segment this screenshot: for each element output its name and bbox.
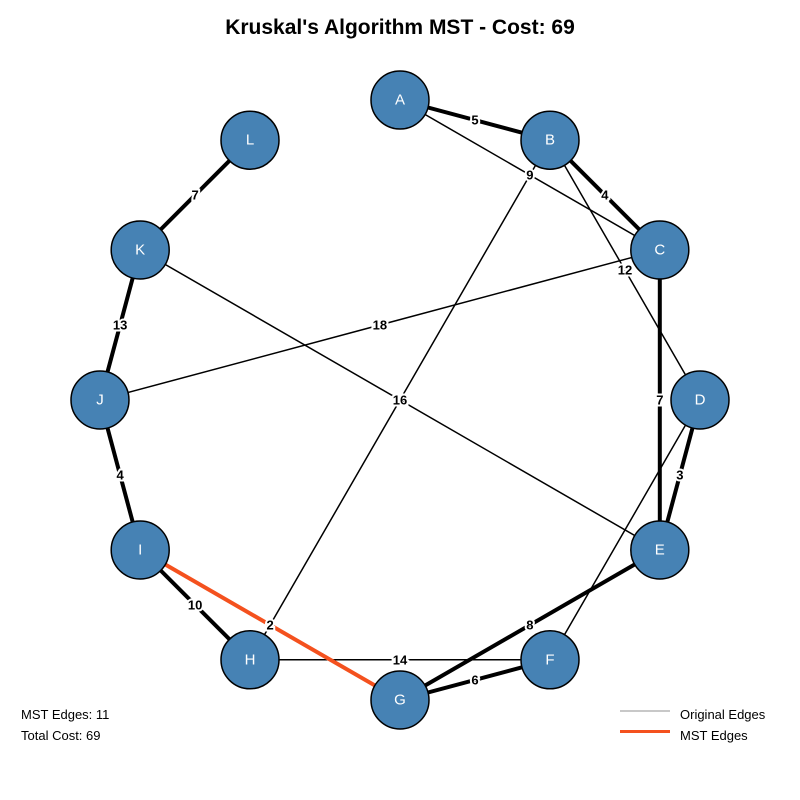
- node-circle: [110, 220, 170, 280]
- node-label: L: [246, 132, 254, 149]
- edge-b-d: [549, 139, 701, 401]
- node-label: K: [135, 242, 145, 259]
- node-i: I: [110, 520, 170, 580]
- node-label: B: [545, 132, 555, 149]
- node-label: D: [695, 392, 706, 409]
- legend-mst-swatch: [620, 730, 670, 733]
- edge-weight-label: 10: [188, 597, 202, 612]
- edge-e-g: [398, 548, 661, 702]
- edge-weight-label: 18: [373, 318, 387, 333]
- node-circle: [370, 670, 430, 730]
- node-circle: [670, 370, 730, 430]
- edge-weight-label: 3: [676, 468, 683, 483]
- mst-edge-count: MST Edges: 11: [21, 707, 110, 722]
- node-label: I: [138, 542, 142, 559]
- edge-weight-label: 16: [393, 393, 407, 408]
- edge-i-g: [139, 548, 402, 702]
- node-l: L: [220, 110, 280, 170]
- edge-weight-label: 4: [601, 188, 609, 203]
- node-j: J: [70, 370, 130, 430]
- node-f: F: [520, 630, 580, 690]
- edge-weight-label: 8: [526, 618, 533, 633]
- node-e: E: [630, 520, 690, 580]
- edge-weight-label: 11: [393, 393, 407, 408]
- node-b: B: [520, 110, 580, 170]
- edge-weight-label: 7: [656, 393, 663, 408]
- node-label: E: [655, 542, 665, 559]
- edge-c-j: [99, 249, 661, 401]
- chart-title: Kruskal's Algorithm MST - Cost: 69: [225, 16, 575, 39]
- edge-weight-label: 12: [618, 263, 632, 278]
- edge-k-e: [139, 249, 661, 551]
- edge-weight-label: 13: [113, 318, 127, 333]
- edge-weight-label: 6: [471, 672, 478, 687]
- legend-original-label: Original Edges: [680, 707, 766, 722]
- node-c: C: [630, 220, 690, 280]
- node-h: H: [220, 630, 280, 690]
- node-d: D: [670, 370, 730, 430]
- node-label: G: [394, 692, 406, 709]
- node-circle: [630, 520, 690, 580]
- edge-weight-label: 7: [191, 188, 198, 203]
- legend-mst-label: MST Edges: [680, 728, 748, 743]
- node-label: F: [545, 651, 554, 668]
- node-circle: [520, 630, 580, 690]
- node-a: A: [370, 70, 430, 130]
- legend-original-swatch: [620, 710, 670, 712]
- node-circle: [630, 220, 690, 280]
- total-cost: Total Cost: 69: [21, 728, 101, 743]
- edge-weight-label: 14: [393, 652, 408, 667]
- edge-weight-label: 9: [526, 168, 533, 183]
- node-k: K: [110, 220, 170, 280]
- node-circle: [520, 110, 580, 170]
- node-circle: [220, 110, 280, 170]
- edge-weight-label: 5: [471, 113, 478, 128]
- node-label: C: [654, 242, 665, 259]
- node-circle: [110, 520, 170, 580]
- node-circle: [70, 370, 130, 430]
- edge-weight-label: 2: [266, 618, 273, 633]
- node-circle: [370, 70, 430, 130]
- node-g: G: [370, 670, 430, 730]
- node-label: A: [395, 92, 405, 109]
- node-label: J: [96, 392, 104, 409]
- edge-weight-label: 4: [116, 468, 124, 483]
- node-label: H: [245, 651, 256, 668]
- node-circle: [220, 630, 280, 690]
